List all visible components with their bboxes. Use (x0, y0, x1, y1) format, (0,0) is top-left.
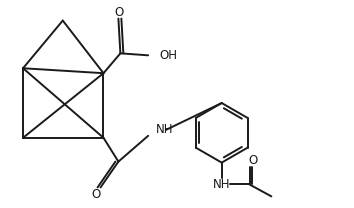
Text: OH: OH (159, 49, 177, 62)
Text: O: O (115, 6, 124, 19)
Text: NH: NH (213, 178, 230, 191)
Text: O: O (91, 188, 100, 201)
Text: O: O (249, 154, 258, 167)
Text: NH: NH (156, 123, 174, 136)
